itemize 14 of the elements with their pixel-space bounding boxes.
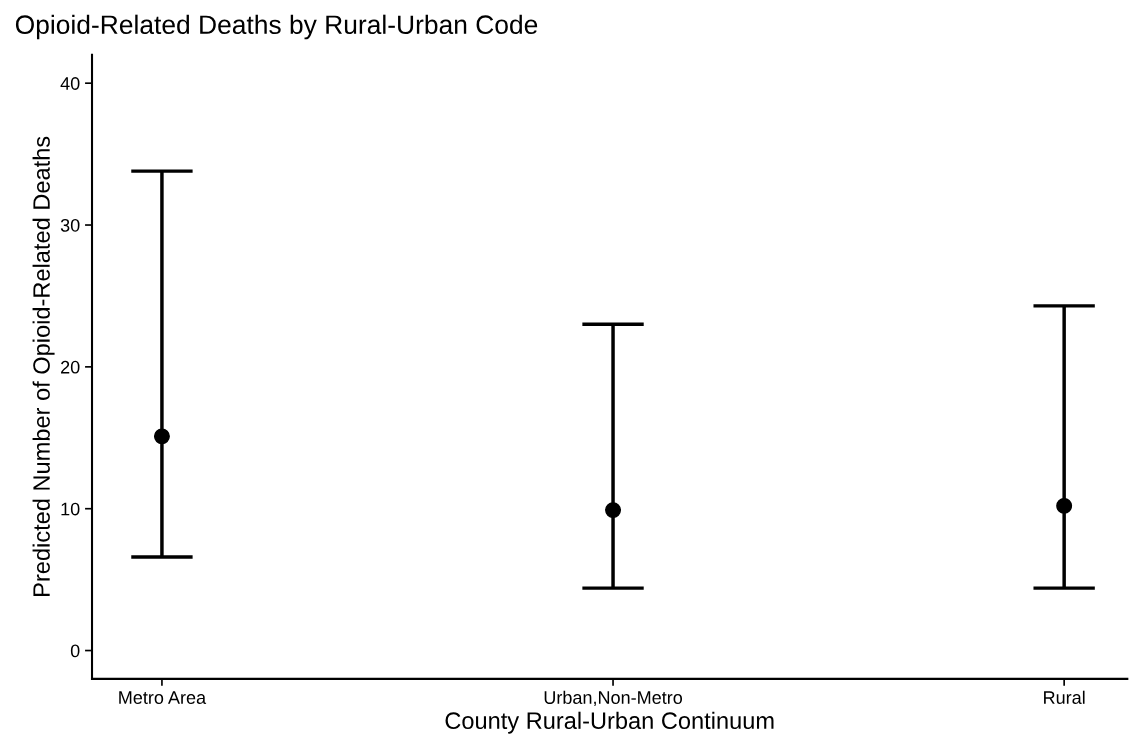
point [1056,497,1073,514]
y-tick-label: 20 [61,360,80,374]
x-tick-label: Metro Area [119,691,207,704]
y-axis-title: Predicted Number of Opioid-Related Deaths [32,136,55,596]
point [153,428,170,445]
y-tick-label: 30 [60,218,80,232]
chart-title: Opioid-Related Deaths by Rural-Urban Code [15,14,538,40]
y-tick-label: 40 [60,77,80,90]
x-tick-label: Rural [1044,690,1085,704]
y-tick-label: 10 [61,502,80,516]
x-axis-title: County Rural-Urban Continuum [445,711,774,734]
y-tick-label: 0 [70,644,80,658]
x-tick-label: Urban,Non-Metro [544,690,683,707]
point [605,502,622,519]
